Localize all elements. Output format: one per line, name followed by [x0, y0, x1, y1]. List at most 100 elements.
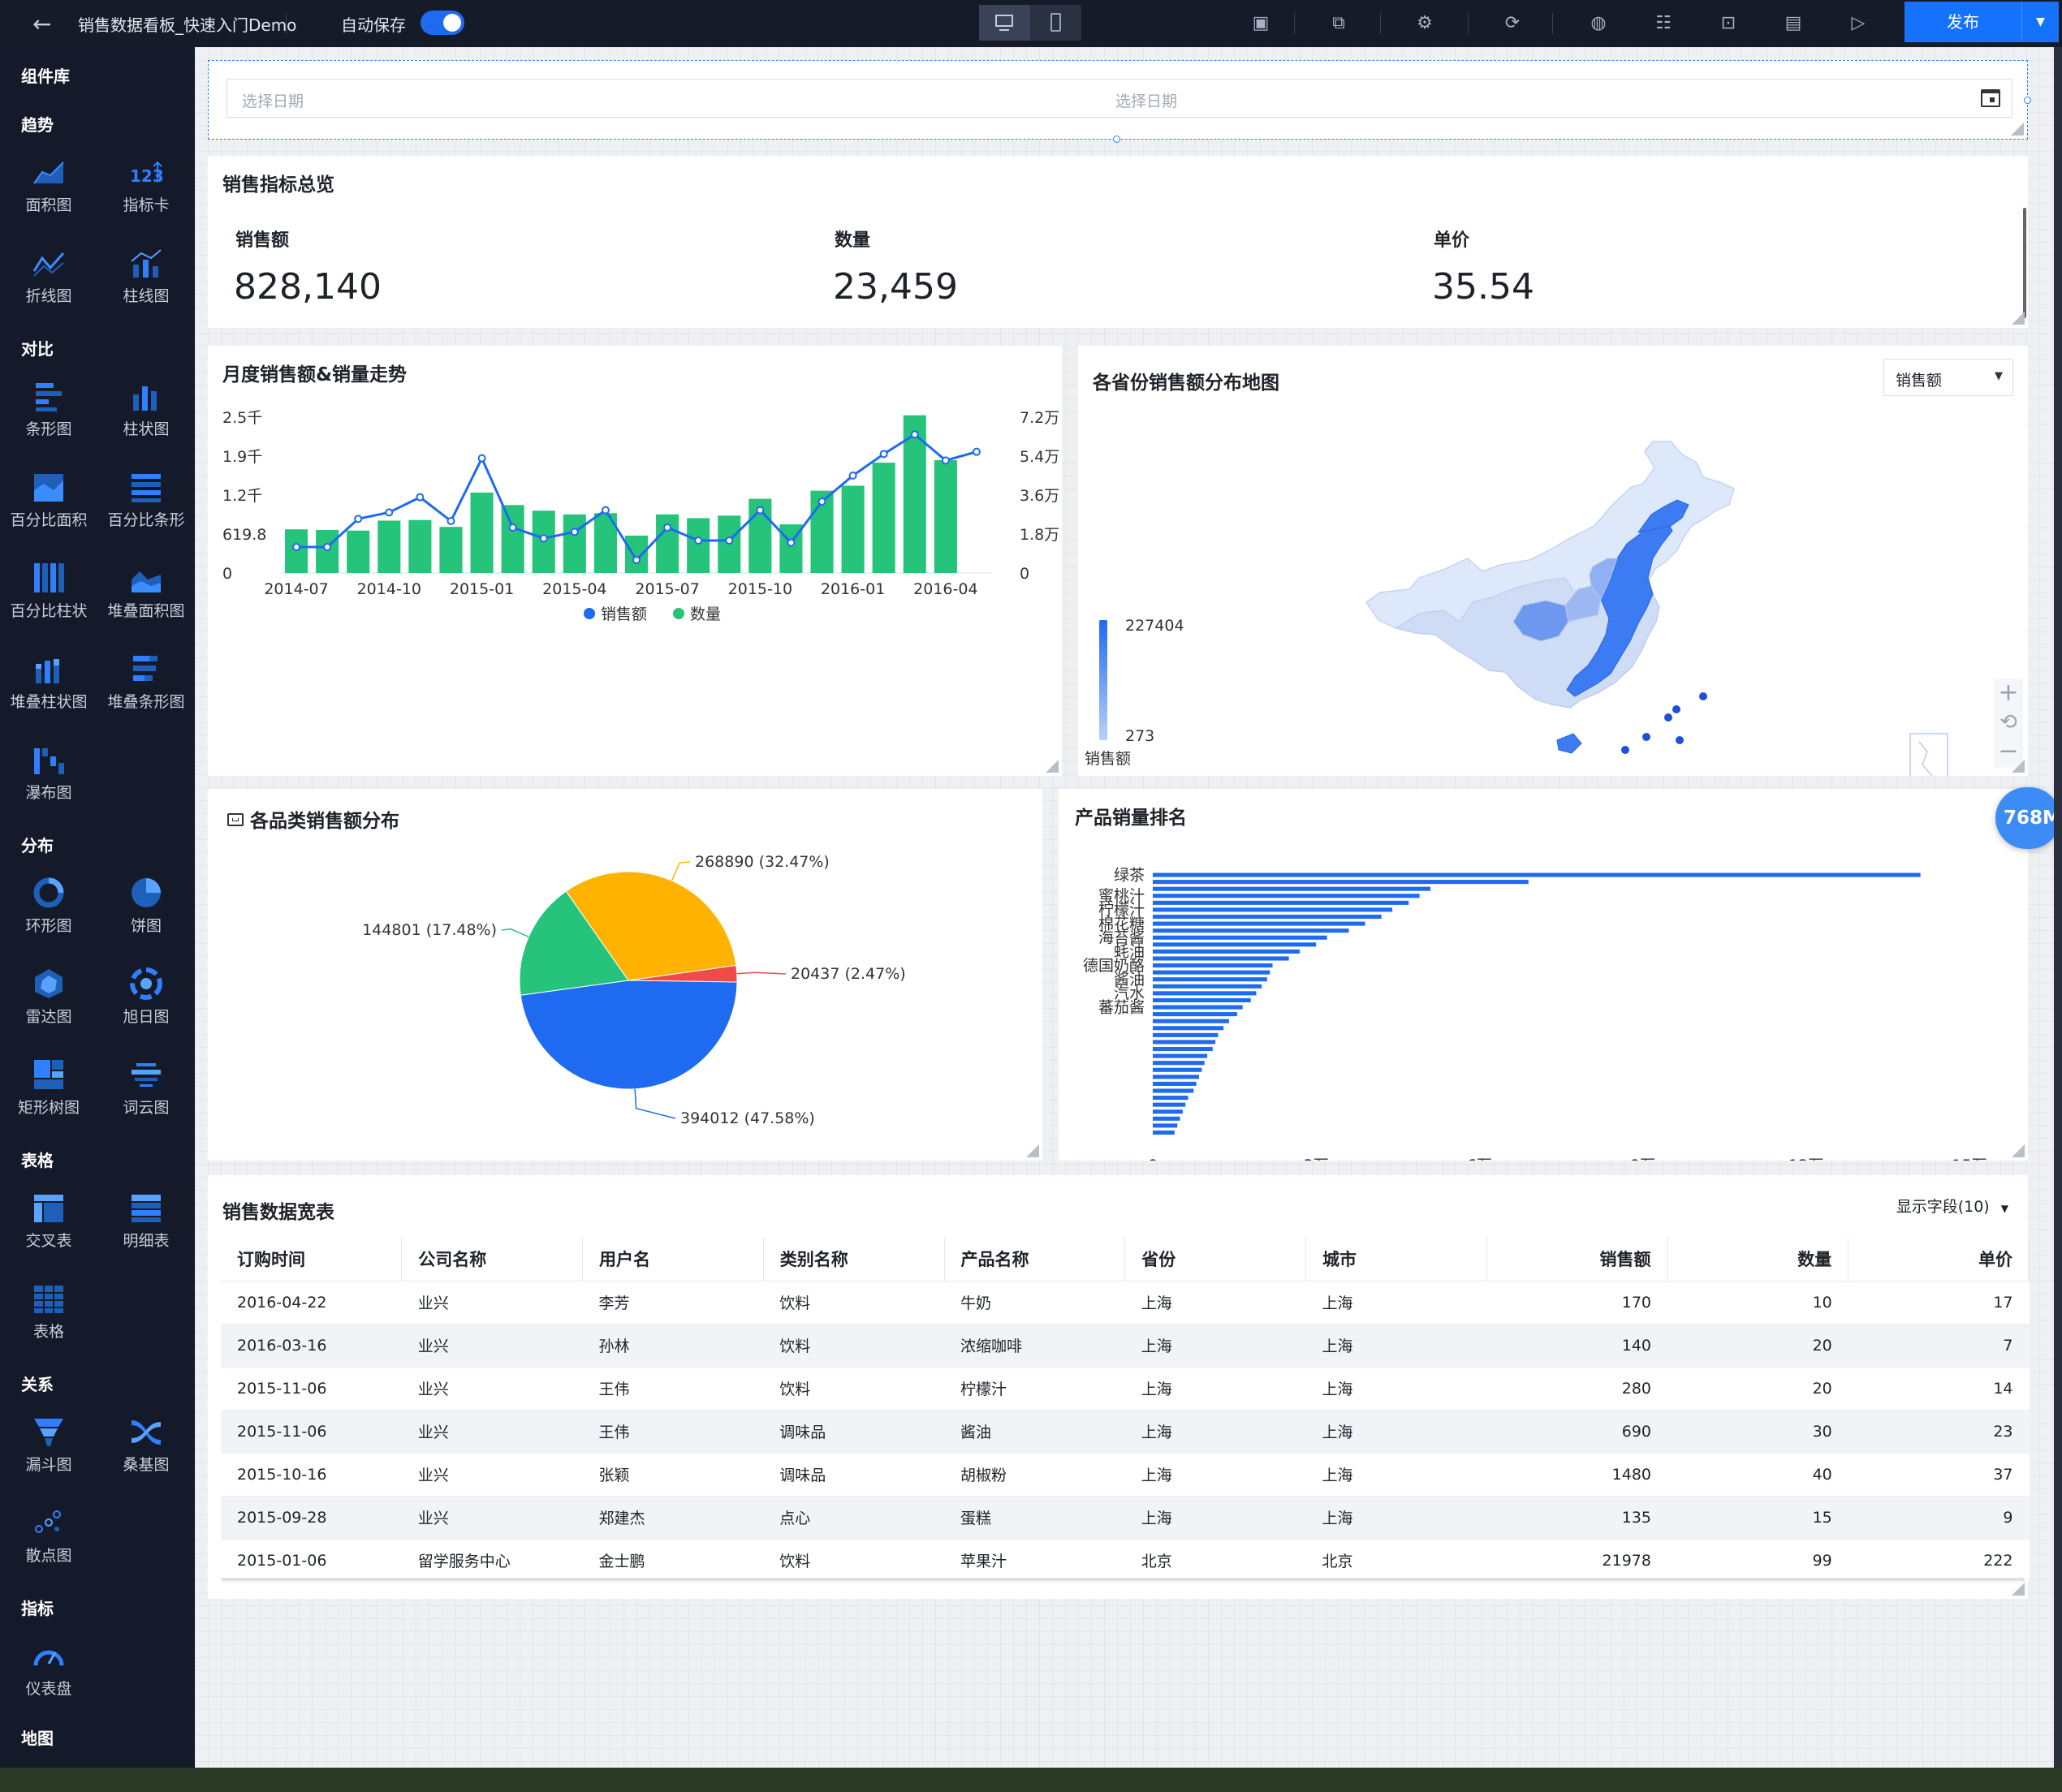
component-line-chart[interactable]: 折线图	[0, 235, 97, 317]
column-header[interactable]: 公司名称	[401, 1237, 583, 1282]
table-row[interactable]: 2016-04-22 业兴 李芳 饮料 牛奶 上海 上海 170 10 17	[221, 1281, 2030, 1325]
rank-y-label: 蜜桃汁	[1098, 887, 1145, 905]
table-row[interactable]: 2015-11-06 业兴 王伟 调味品 酱油 上海 上海 690 30 23	[221, 1410, 2030, 1454]
table-row[interactable]: 2016-03-16 业兴 孙林 饮料 浓缩咖啡 上海 上海 140 20 7	[221, 1324, 2030, 1368]
table-cell: 40	[1667, 1453, 1848, 1497]
autosave-toggle[interactable]	[421, 11, 464, 35]
table-cell: 业兴	[401, 1410, 583, 1454]
table-horizontal-scrollbar[interactable]	[221, 1578, 2025, 1581]
column-header[interactable]: 城市	[1305, 1237, 1487, 1282]
trend-chart: 0 0 619.8 1.8万 1.2千 3.6万 1.9千 5.4万 2.5千 7.2万 2014-…	[222, 409, 1059, 623]
pie-slice	[520, 980, 738, 1090]
table-row[interactable]: 2015-10-16 业兴 张颖 调味品 胡椒粉 上海 上海 1480 40 37	[221, 1453, 2030, 1497]
kpi-scrollbar[interactable]	[2023, 208, 2026, 318]
component-area-chart[interactable]: 面积图	[0, 144, 97, 226]
table-row[interactable]: 2015-11-06 业兴 王伟 饮料 柠檬汁 上海 上海 280 20 14	[221, 1367, 2030, 1411]
component-scatter[interactable]: 散点图	[0, 1495, 97, 1576]
component-percent-area[interactable]: 百分比面积	[0, 459, 97, 541]
table-row[interactable]: 2015-09-28 业兴 郑建杰 点心 蛋糕 上海 上海 135 15 9	[221, 1496, 2030, 1540]
line-point-sales	[848, 472, 857, 480]
bar-quantity	[624, 535, 649, 573]
column-header[interactable]: 数量	[1667, 1237, 1849, 1282]
component-column-chart[interactable]: 柱状图	[97, 368, 195, 450]
right-axis-tick: 0	[1020, 565, 1029, 583]
component-sunburst[interactable]: 旭日图	[97, 956, 195, 1037]
publish-dropdown-chevron-icon[interactable]: ▼	[2021, 2, 2059, 42]
table-cell: 调味品	[763, 1410, 944, 1454]
filter-settings-icon[interactable]: ☷	[1655, 13, 1672, 33]
zoom-in-icon[interactable]: +	[1998, 678, 2019, 707]
component-pie[interactable]: 饼图	[97, 865, 195, 946]
date-range-picker[interactable]: 选择日期 选择日期	[226, 79, 2012, 118]
reset-view-icon[interactable]: ⟲	[1999, 710, 2017, 734]
memory-usage-badge[interactable]: 768M	[1995, 787, 2054, 849]
component-treemap[interactable]: 矩形树图	[0, 1047, 97, 1128]
component-sankey[interactable]: 桑基图	[97, 1404, 195, 1485]
column-header[interactable]: 订购时间	[221, 1237, 403, 1282]
settings-gear-icon[interactable]: ⚙	[1417, 13, 1433, 33]
metric-dropdown[interactable]: 销售额 ▼	[1883, 359, 2013, 396]
map-color-legend[interactable]	[1099, 620, 1107, 740]
component-kpi-card[interactable]: 123 指标卡	[97, 144, 195, 226]
component-stacked-column[interactable]: 堆叠柱状图	[0, 641, 97, 722]
left-axis-tick: 2.5千	[222, 409, 262, 427]
category-pie-card: 各品类销售额分布 20437 (2.47%) 394012 (47.58%) 144…	[208, 789, 1042, 1161]
copy-icon[interactable]: ⧉	[1332, 13, 1345, 33]
date-filter-card[interactable]: 选择日期 选择日期	[208, 60, 2031, 143]
column-header[interactable]: 类别名称	[763, 1237, 945, 1282]
line-point-sales	[477, 454, 486, 463]
table-cell: 10	[1667, 1281, 1848, 1325]
mobile-view-icon[interactable]	[1030, 5, 1081, 41]
component-donut[interactable]: 环形图	[0, 865, 97, 946]
component-table[interactable]: 表格	[0, 1271, 97, 1352]
component-stacked-bar[interactable]: 堆叠条形图	[97, 641, 195, 722]
column-header[interactable]: 省份	[1124, 1237, 1306, 1282]
rank-y-label: 柠檬汁	[1098, 901, 1145, 919]
table-cell: 酱油	[944, 1410, 1125, 1454]
preview-play-icon[interactable]: ▷	[1851, 13, 1866, 33]
rank-y-label: 绿茶	[1114, 866, 1145, 884]
component-percent-column[interactable]: 百分比柱状	[0, 550, 97, 631]
kpi-label-quantity: 数量	[835, 230, 871, 251]
rank-bar	[1153, 977, 1267, 982]
refresh-icon[interactable]: ⟳	[1504, 13, 1521, 33]
component-wordcloud[interactable]: 词云图	[97, 1047, 195, 1128]
display-fields-toggle[interactable]: 显示字段(10) ▼	[1896, 1195, 2008, 1217]
table-cell: 上海	[1305, 1281, 1487, 1325]
table-cell: 点心	[763, 1496, 944, 1540]
selection-handle-bottom[interactable]	[1113, 136, 1120, 143]
component-radar[interactable]: 雷达图	[0, 956, 97, 1037]
component-stacked-area[interactable]: 堆叠面积图	[97, 550, 195, 631]
window-right-edge	[2054, 47, 2062, 1768]
table-row[interactable]: 2015-01-06 留学服务中心 金士鹏 饮料 苹果汁 北京 北京 21978 99 222	[221, 1539, 2030, 1583]
right-axis-tick: 5.4万	[1020, 448, 1059, 466]
component-funnel[interactable]: 漏斗图	[0, 1404, 97, 1485]
device-switch	[979, 5, 1081, 41]
table-cell: 浓缩咖啡	[944, 1324, 1125, 1368]
component-detail-table[interactable]: 明细表	[97, 1180, 195, 1261]
table-cell: 20	[1667, 1367, 1848, 1411]
desktop-view-icon[interactable]	[979, 5, 1030, 41]
bar-quantity	[377, 520, 401, 573]
component-gauge[interactable]: 仪表盘	[0, 1628, 97, 1709]
component-horizontal-bar[interactable]: 条形图	[0, 368, 97, 450]
theme-palette-icon[interactable]: ◍	[1590, 13, 1607, 33]
template-icon[interactable]: ▣	[1252, 13, 1270, 33]
category-compare: 对比	[21, 339, 54, 359]
publish-button[interactable]: 发布	[1905, 2, 2021, 42]
column-header[interactable]: 产品名称	[944, 1237, 1126, 1282]
column-header[interactable]: 用户名	[582, 1237, 764, 1282]
save-icon[interactable]: ▤	[1784, 13, 1802, 33]
component-waterfall[interactable]: 瀑布图	[0, 732, 97, 813]
kpi-value-sales: 828,140	[234, 266, 382, 308]
back-arrow-icon[interactable]: ←	[32, 10, 52, 37]
component-cross-table[interactable]: 交叉表	[0, 1180, 97, 1261]
column-header[interactable]: 销售额	[1486, 1237, 1668, 1282]
china-map[interactable]: 辽宁 河北 浙江 重庆 福建 广东 海南	[1078, 346, 2028, 776]
variables-icon[interactable]: ⊡	[1720, 13, 1736, 33]
calendar-icon[interactable]	[1981, 89, 2000, 107]
column-header[interactable]: 单价	[1848, 1237, 2030, 1282]
selection-handle-right[interactable]	[2024, 97, 2031, 104]
component-percent-bar[interactable]: 百分比条形	[97, 459, 195, 541]
component-bar-line-chart[interactable]: 柱线图	[97, 235, 195, 317]
